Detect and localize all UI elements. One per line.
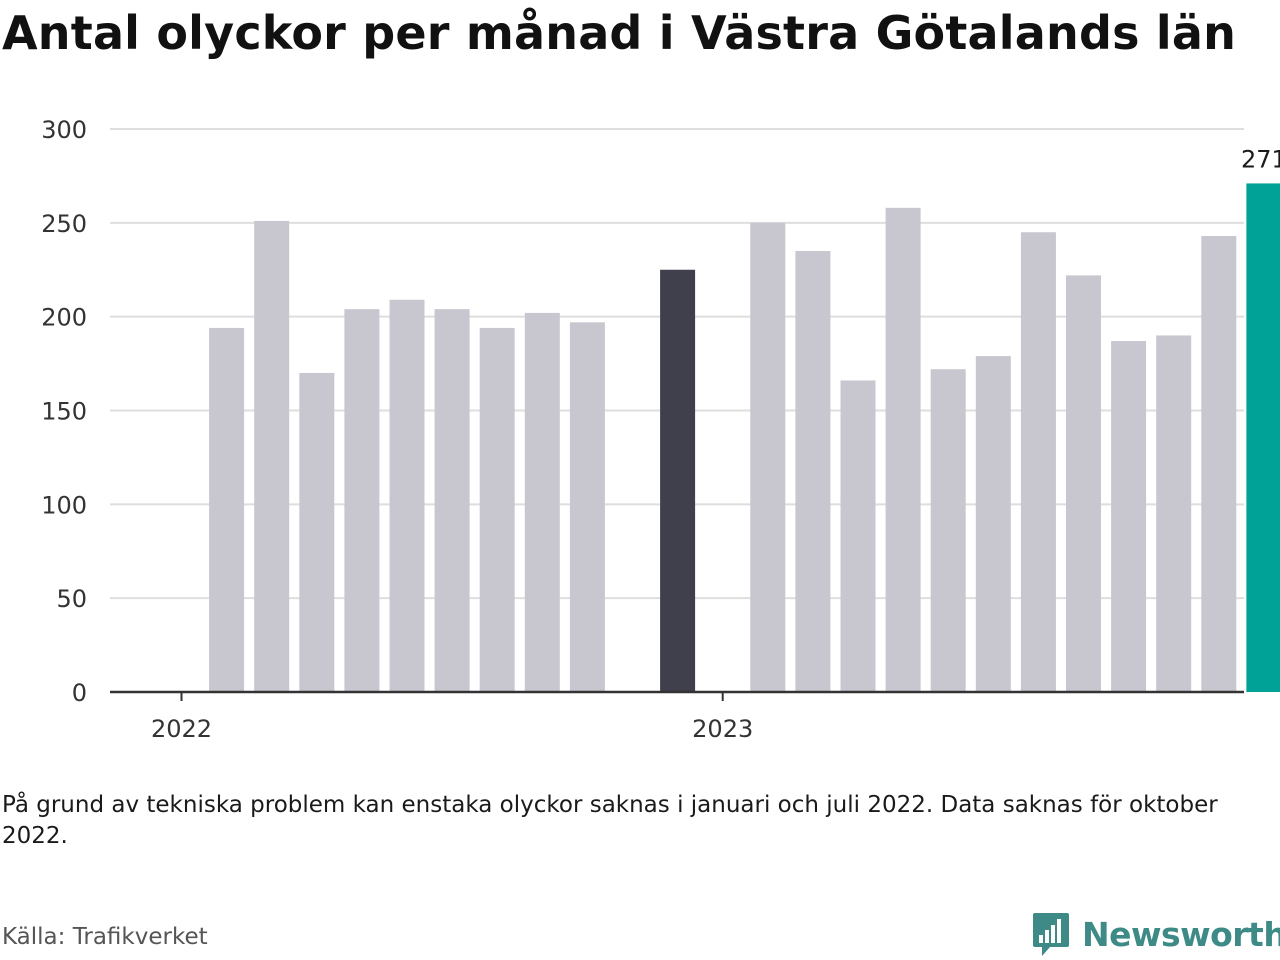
y-tick-label: 250	[41, 210, 87, 238]
bar-2023-08	[1020, 232, 1056, 692]
bar-2023-11	[1156, 335, 1192, 692]
bar-2023-04	[840, 380, 876, 692]
bar-2022-08	[479, 327, 515, 692]
bar-2022-12	[660, 269, 696, 692]
bar-2022-04	[299, 372, 335, 692]
bar-2023-09	[1066, 275, 1101, 692]
source-text: Källa: Trafikverket	[2, 924, 208, 950]
bar-2022-07	[434, 309, 470, 692]
bar-2023-07	[975, 356, 1011, 692]
chart-title: Antal olyckor per månad i Västra Götalan…	[2, 6, 1237, 60]
y-tick-label: 100	[41, 491, 87, 519]
bar-2024-01	[1246, 183, 1280, 692]
bar-2022-05	[344, 309, 380, 692]
x-tick-label: 2022	[151, 715, 212, 743]
y-tick-label: 300	[41, 116, 87, 144]
y-tick-label: 50	[56, 585, 87, 613]
logo-text: Newsworthy	[1082, 914, 1280, 954]
chart-bubble-icon	[1033, 913, 1069, 956]
y-tick-label: 0	[72, 679, 87, 707]
bar-2023-03	[795, 250, 831, 692]
bars	[110, 183, 1280, 694]
footnote: På grund av tekniska problem kan enstaka…	[2, 792, 1218, 849]
bar-chart: 0 50 100 150 200 250 300 2022 2023 271	[41, 116, 1280, 743]
bar-2022-10	[569, 322, 605, 692]
bar-2023-10	[1111, 341, 1147, 692]
bar-2023-02	[750, 222, 786, 692]
bar-2023-12	[1201, 235, 1237, 692]
y-tick-label: 150	[41, 398, 87, 426]
data-label: 271	[1241, 145, 1280, 173]
y-tick-label: 200	[41, 304, 87, 332]
labels: 0 50 100 150 200 250 300 2022 2023 271	[41, 116, 1280, 743]
bar-2022-06	[389, 299, 425, 692]
bar-2023-06	[930, 369, 966, 692]
bar-2023-05	[885, 207, 921, 692]
bar-2022-02	[209, 327, 245, 692]
bar-2022-03	[254, 220, 290, 692]
newsworthy-logo: Newsworthy	[1032, 910, 1280, 958]
bar-2022-09	[524, 312, 560, 692]
x-tick-label: 2023	[692, 715, 753, 743]
